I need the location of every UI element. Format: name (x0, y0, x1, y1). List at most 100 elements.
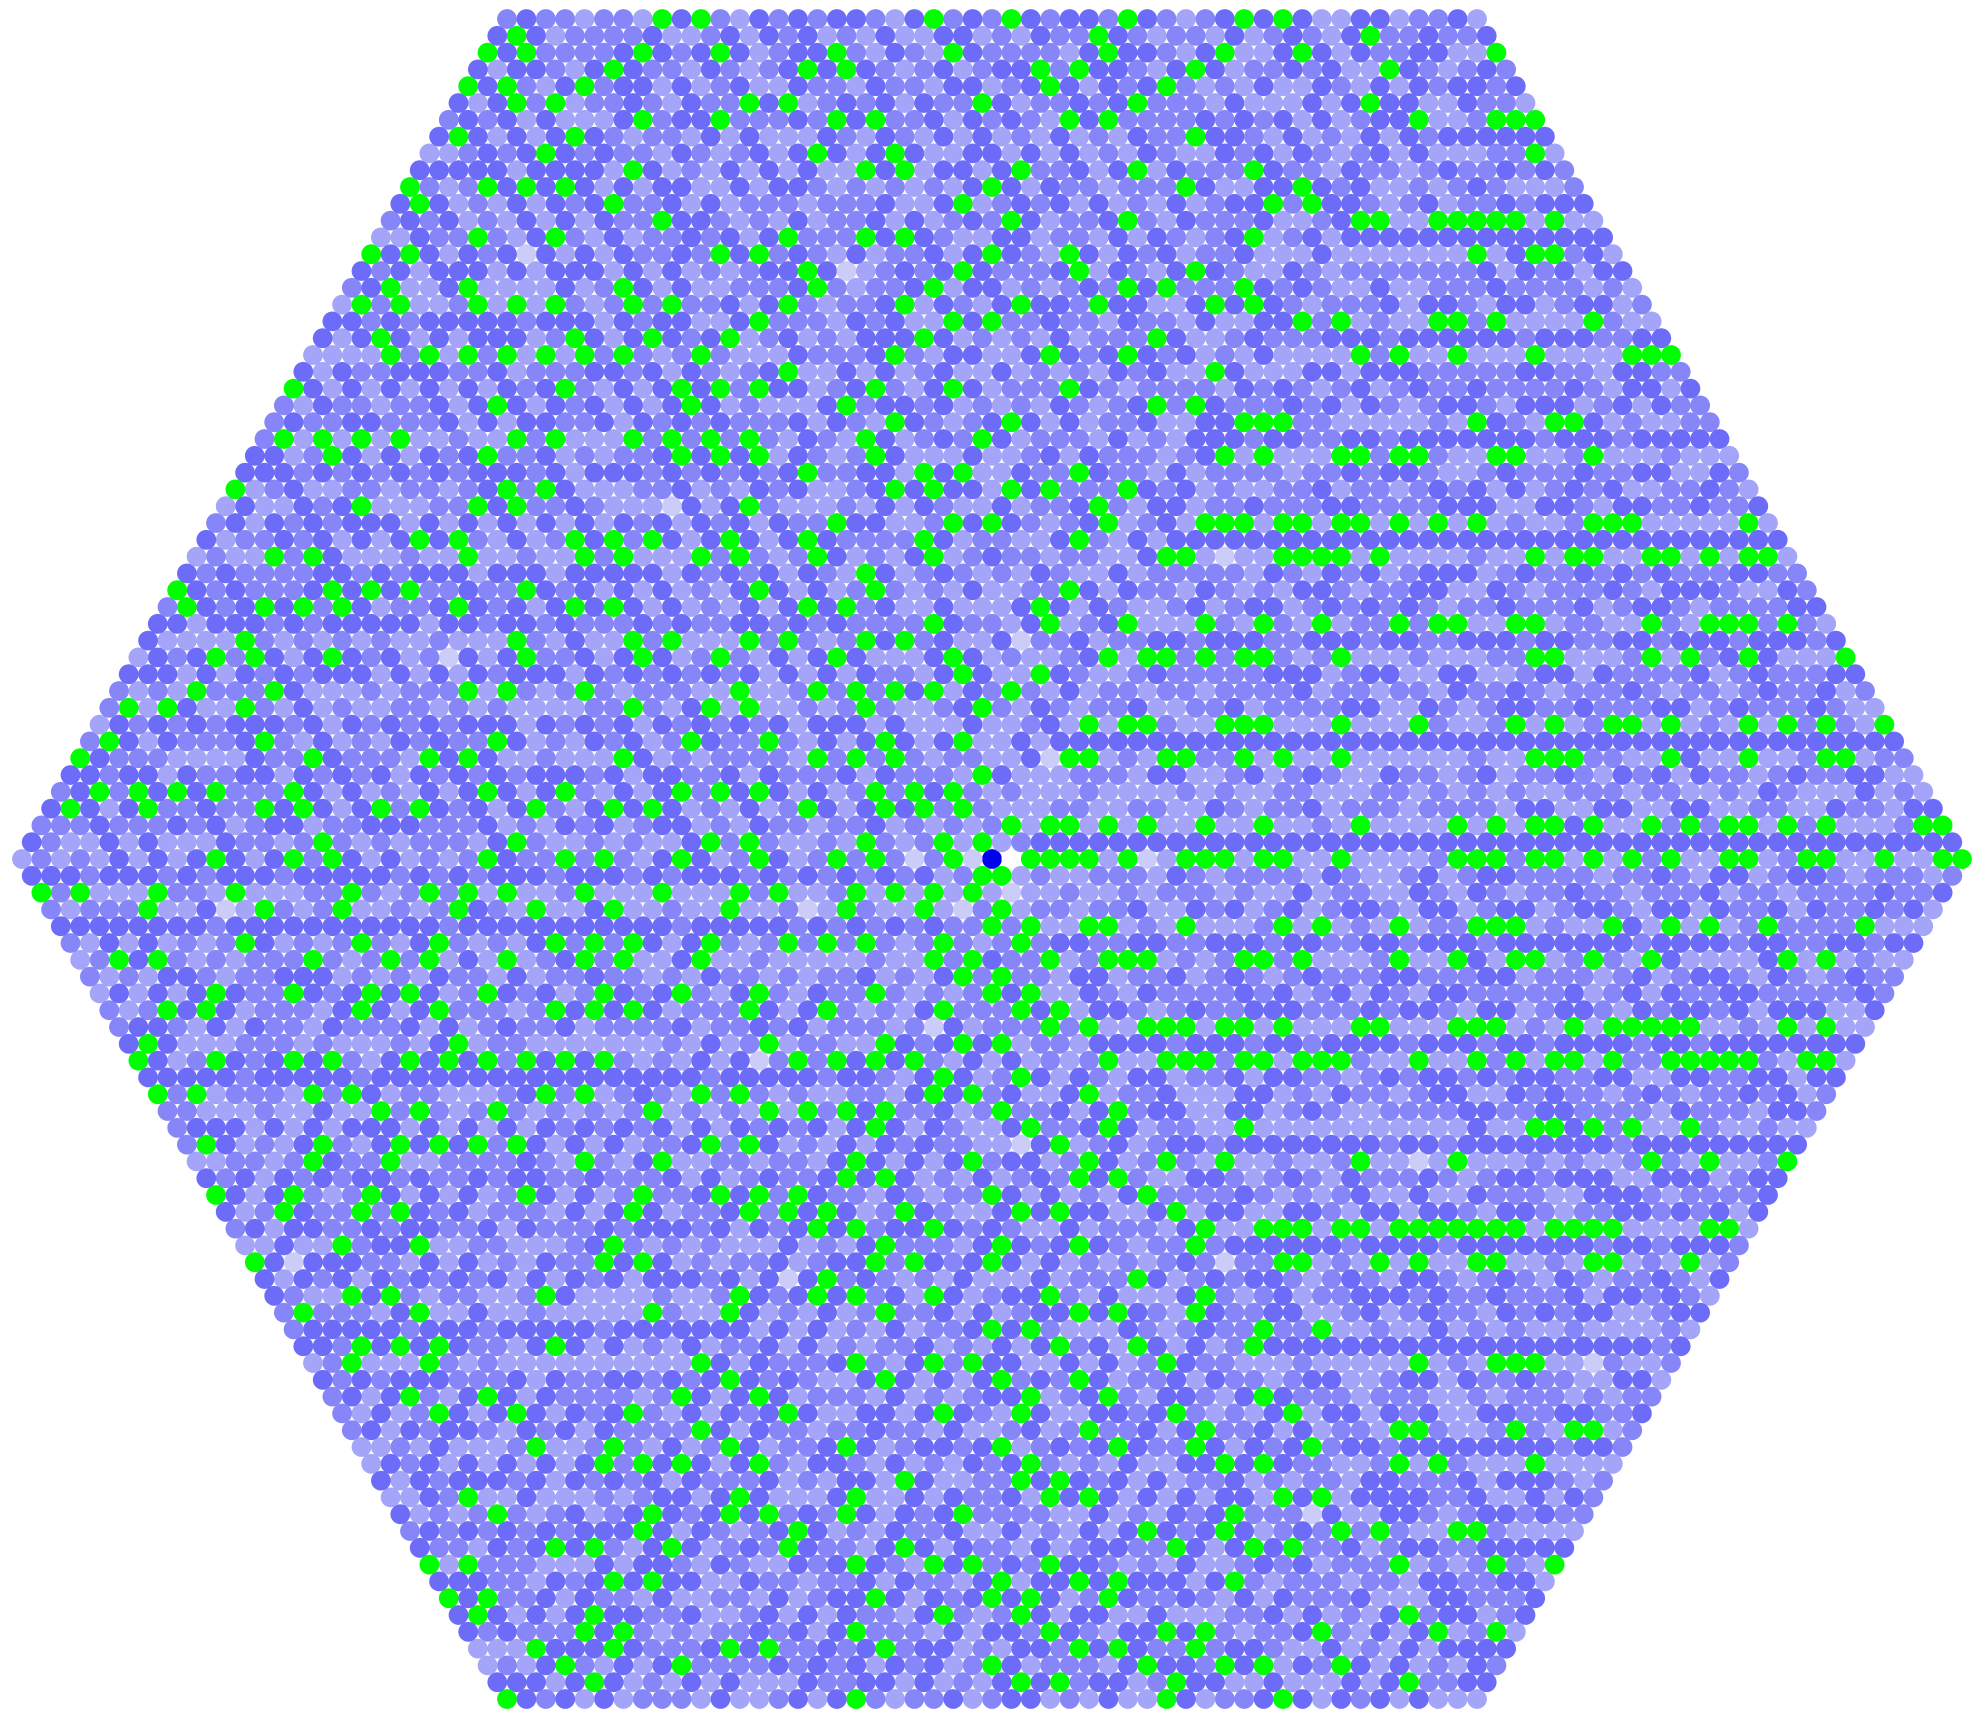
grid-cell (982, 983, 1002, 1004)
grid-cell (1214, 311, 1235, 332)
grid-cell (594, 210, 614, 231)
grid-cell (1379, 966, 1400, 987)
grid-cell (1651, 1067, 1672, 1088)
grid-cell (991, 798, 1012, 819)
grid-cell (1331, 311, 1352, 332)
grid-cell (1525, 748, 1546, 769)
grid-cell (1321, 1101, 1342, 1121)
grid-cell (1515, 1000, 1536, 1021)
grid-cell (1040, 378, 1061, 399)
grid-cell (933, 328, 954, 349)
grid-cell (341, 613, 362, 634)
grid-cell (1185, 1336, 1206, 1357)
grid-cell (1156, 580, 1177, 601)
grid-cell (574, 1185, 595, 1205)
grid-cell (1651, 798, 1672, 819)
grid-cell (1641, 882, 1662, 903)
grid-cell (1408, 916, 1429, 937)
grid-cell (1399, 227, 1419, 248)
grid-cell (613, 546, 634, 567)
grid-cell (1379, 1101, 1400, 1121)
grid-cell (710, 681, 731, 701)
grid-cell (380, 815, 401, 836)
grid-cell (545, 429, 566, 449)
grid-cell (1564, 949, 1584, 970)
grid-cell (652, 681, 673, 701)
grid-cell (1379, 1504, 1400, 1525)
grid-cell (429, 1134, 449, 1155)
grid-cell (1214, 1185, 1235, 1205)
grid-cell (1486, 748, 1507, 769)
grid-cell (1670, 1000, 1691, 1021)
grid-cell (361, 949, 382, 970)
grid-cell (584, 563, 605, 584)
grid-cell (846, 1353, 867, 1373)
grid-cell (477, 1117, 498, 1138)
grid-cell (283, 983, 304, 1004)
grid-cell (885, 1285, 905, 1306)
grid-cell (720, 496, 740, 517)
grid-cell (982, 1420, 1002, 1441)
grid-cell (778, 899, 799, 920)
grid-cell (1195, 546, 1216, 567)
grid-cell (865, 714, 886, 735)
grid-cell (1389, 647, 1410, 668)
grid-cell (1011, 1000, 1031, 1021)
grid-cell (1214, 479, 1235, 500)
grid-cell (555, 479, 576, 500)
grid-cell (235, 832, 256, 853)
grid-cell (341, 1017, 362, 1037)
grid-cell (477, 849, 498, 869)
grid-cell (1341, 664, 1361, 685)
grid-cell (885, 177, 905, 197)
grid-cell (1447, 849, 1468, 869)
grid-cell (856, 193, 876, 214)
grid-cell (1195, 1017, 1216, 1037)
grid-cell (1185, 1000, 1206, 1021)
grid-cell (749, 412, 770, 433)
grid-cell (497, 378, 517, 399)
grid-cell (322, 882, 343, 903)
grid-cell (817, 1470, 837, 1491)
grid-cell (739, 294, 760, 315)
grid-cell (448, 1033, 469, 1054)
grid-cell (1467, 1050, 1487, 1071)
grid-cell (380, 748, 401, 769)
grid-cell (856, 832, 876, 853)
grid-cell (1098, 378, 1119, 399)
grid-cell (1515, 630, 1536, 651)
grid-cell (1079, 882, 1099, 903)
grid-cell (1573, 865, 1594, 886)
grid-cell (497, 1017, 517, 1037)
grid-cell (691, 479, 711, 500)
grid-cell (1001, 412, 1022, 433)
grid-cell (1156, 714, 1177, 735)
grid-cell (865, 445, 886, 466)
grid-cell (768, 1521, 789, 1541)
grid-cell (1263, 563, 1284, 584)
grid-cell (1253, 1185, 1274, 1205)
grid-cell (1321, 1302, 1342, 1323)
grid-cell (1602, 1151, 1623, 1172)
grid-cell (642, 193, 663, 214)
grid-cell (1438, 899, 1458, 920)
grid-cell (1244, 563, 1264, 584)
grid-cell (506, 1000, 527, 1021)
grid-cell (603, 1033, 624, 1054)
grid-cell (487, 697, 508, 718)
grid-cell (1195, 1285, 1216, 1306)
grid-cell (710, 1084, 731, 1105)
grid-cell (691, 1386, 711, 1407)
grid-cell (303, 882, 323, 903)
grid-cell (729, 1185, 750, 1205)
grid-cell (632, 849, 653, 869)
grid-cell (1224, 462, 1245, 483)
grid-cell (1428, 1252, 1449, 1273)
grid-cell (894, 328, 915, 349)
grid-cell (652, 210, 673, 231)
grid-cell (1389, 1319, 1410, 1340)
grid-cell (700, 1369, 721, 1390)
grid-cell (1428, 1420, 1449, 1441)
grid-cell (836, 1470, 857, 1491)
grid-cell (1428, 1151, 1449, 1172)
